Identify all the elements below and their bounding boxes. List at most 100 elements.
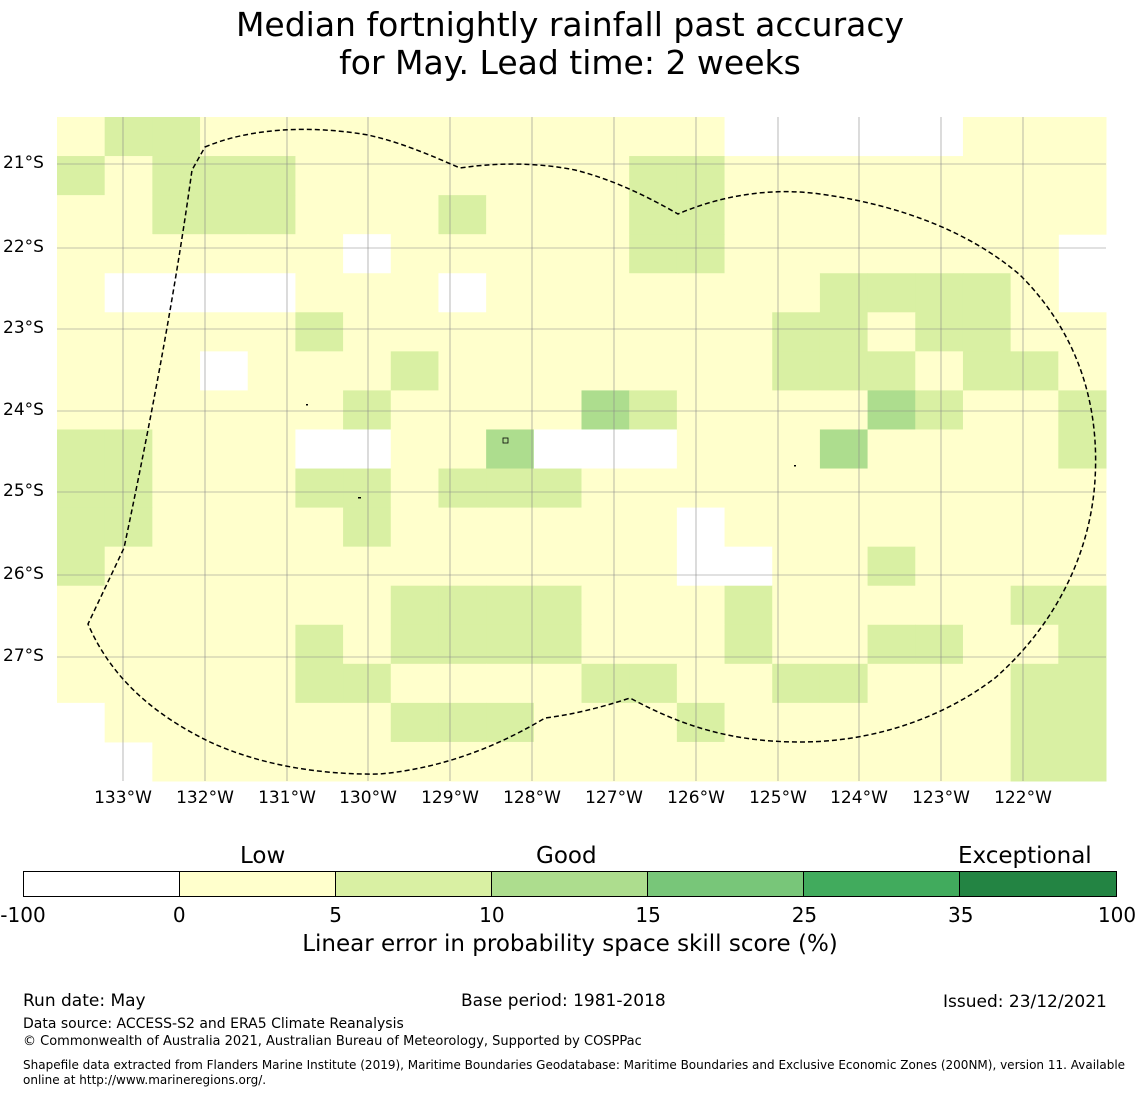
colorbar-segment (804, 872, 960, 896)
skill-cell (962, 273, 1012, 313)
skill-cell (390, 546, 439, 587)
colorbar (23, 871, 1117, 897)
skill-cell (247, 234, 296, 274)
skill-cell (390, 195, 439, 235)
skill-cell (57, 117, 106, 157)
skill-cell (1058, 507, 1107, 548)
skill-cell (867, 429, 916, 470)
skill-cell (1010, 468, 1059, 509)
skill-cell (57, 507, 106, 548)
skill-cell (962, 351, 1012, 391)
skill-cell (867, 663, 916, 704)
colorbar-segment (648, 872, 804, 896)
skill-cell (104, 195, 153, 235)
chart-title-line1: Median fortnightly rainfall past accurac… (235, 5, 905, 44)
skill-cell (1058, 117, 1107, 157)
skill-cell (629, 390, 678, 430)
skill-cell (295, 312, 344, 352)
colorbar-tick-label: 15 (635, 903, 661, 927)
skill-cell (533, 585, 582, 626)
skill-cell (57, 312, 106, 352)
skill-cell (200, 351, 249, 391)
skill-cell (486, 546, 535, 587)
skill-cell (819, 195, 869, 235)
skill-cell (676, 741, 726, 782)
skill-cell (438, 117, 487, 157)
skill-cell (915, 429, 964, 470)
skill-cell (486, 312, 535, 352)
skill-cell (247, 312, 296, 352)
longitude-label: 130°W (339, 788, 397, 808)
skill-cell (724, 390, 773, 430)
skill-cell (1058, 156, 1107, 196)
shapefile-note: Shapefile data extracted from Flanders M… (23, 1058, 1126, 1087)
skill-cell (724, 156, 773, 196)
skill-cell (915, 234, 964, 274)
skill-cell (152, 351, 201, 391)
skill-cell (772, 429, 821, 470)
skill-cell (1010, 156, 1059, 196)
skill-cell (152, 663, 201, 704)
skill-cell (152, 117, 201, 157)
skill-cell (772, 351, 821, 391)
skill-cell (533, 663, 582, 704)
skill-cell (819, 234, 869, 274)
skill-cell (295, 468, 344, 509)
skill-cell (295, 702, 344, 743)
skill-cell (486, 702, 535, 743)
longitude-label: 122°W (994, 788, 1052, 808)
skill-cell (915, 273, 964, 313)
skill-cell (343, 546, 392, 587)
skill-cell (533, 351, 582, 391)
skill-cell (104, 624, 153, 665)
skill-cell (724, 468, 773, 509)
skill-cell (247, 624, 296, 665)
skill-cell (1058, 546, 1107, 587)
skill-cell (486, 507, 535, 548)
skill-cell (819, 663, 869, 704)
skill-cell (629, 234, 678, 274)
skill-cell (676, 351, 726, 391)
colorbar-axis-label: Linear error in probability space skill … (302, 931, 838, 957)
skill-cell (629, 156, 678, 196)
skill-cell (200, 507, 249, 548)
skill-cell (57, 273, 106, 313)
skill-cell (200, 585, 249, 626)
skill-cell (962, 195, 1012, 235)
colorbar-tick-label: 0 (172, 903, 186, 927)
skill-cell (247, 390, 296, 430)
skill-cell (57, 663, 106, 704)
skill-cell (390, 702, 439, 743)
colorbar-segment (336, 872, 492, 896)
skill-cell (104, 702, 153, 743)
skill-cell (629, 624, 678, 665)
skill-cell (867, 468, 916, 509)
skill-cell (676, 390, 726, 430)
skill-cell (724, 663, 773, 704)
skill-cell (343, 273, 392, 313)
skill-cell (486, 117, 535, 157)
skill-cell (295, 351, 344, 391)
skill-cell (247, 663, 296, 704)
latitude-label: 24°S (3, 400, 44, 420)
skill-cell (867, 195, 916, 235)
skill-cell (676, 117, 726, 157)
skill-cell (390, 156, 439, 196)
latitude-label: 23°S (3, 318, 44, 338)
skill-cell (438, 585, 487, 626)
skill-cell (390, 507, 439, 548)
skill-cell (772, 741, 821, 782)
skill-cell (772, 468, 821, 509)
skill-cell (104, 351, 153, 391)
skill-cell (772, 390, 821, 430)
latitude-label: 25°S (3, 481, 44, 501)
skill-cell (676, 312, 726, 352)
skill-cell (581, 468, 630, 509)
skill-cell (1010, 273, 1059, 313)
skill-cell (152, 234, 201, 274)
skill-cell (104, 546, 153, 587)
skill-cell (295, 156, 344, 196)
skill-cell (819, 702, 869, 743)
longitude-label: 123°W (912, 788, 970, 808)
skill-cell (676, 585, 726, 626)
